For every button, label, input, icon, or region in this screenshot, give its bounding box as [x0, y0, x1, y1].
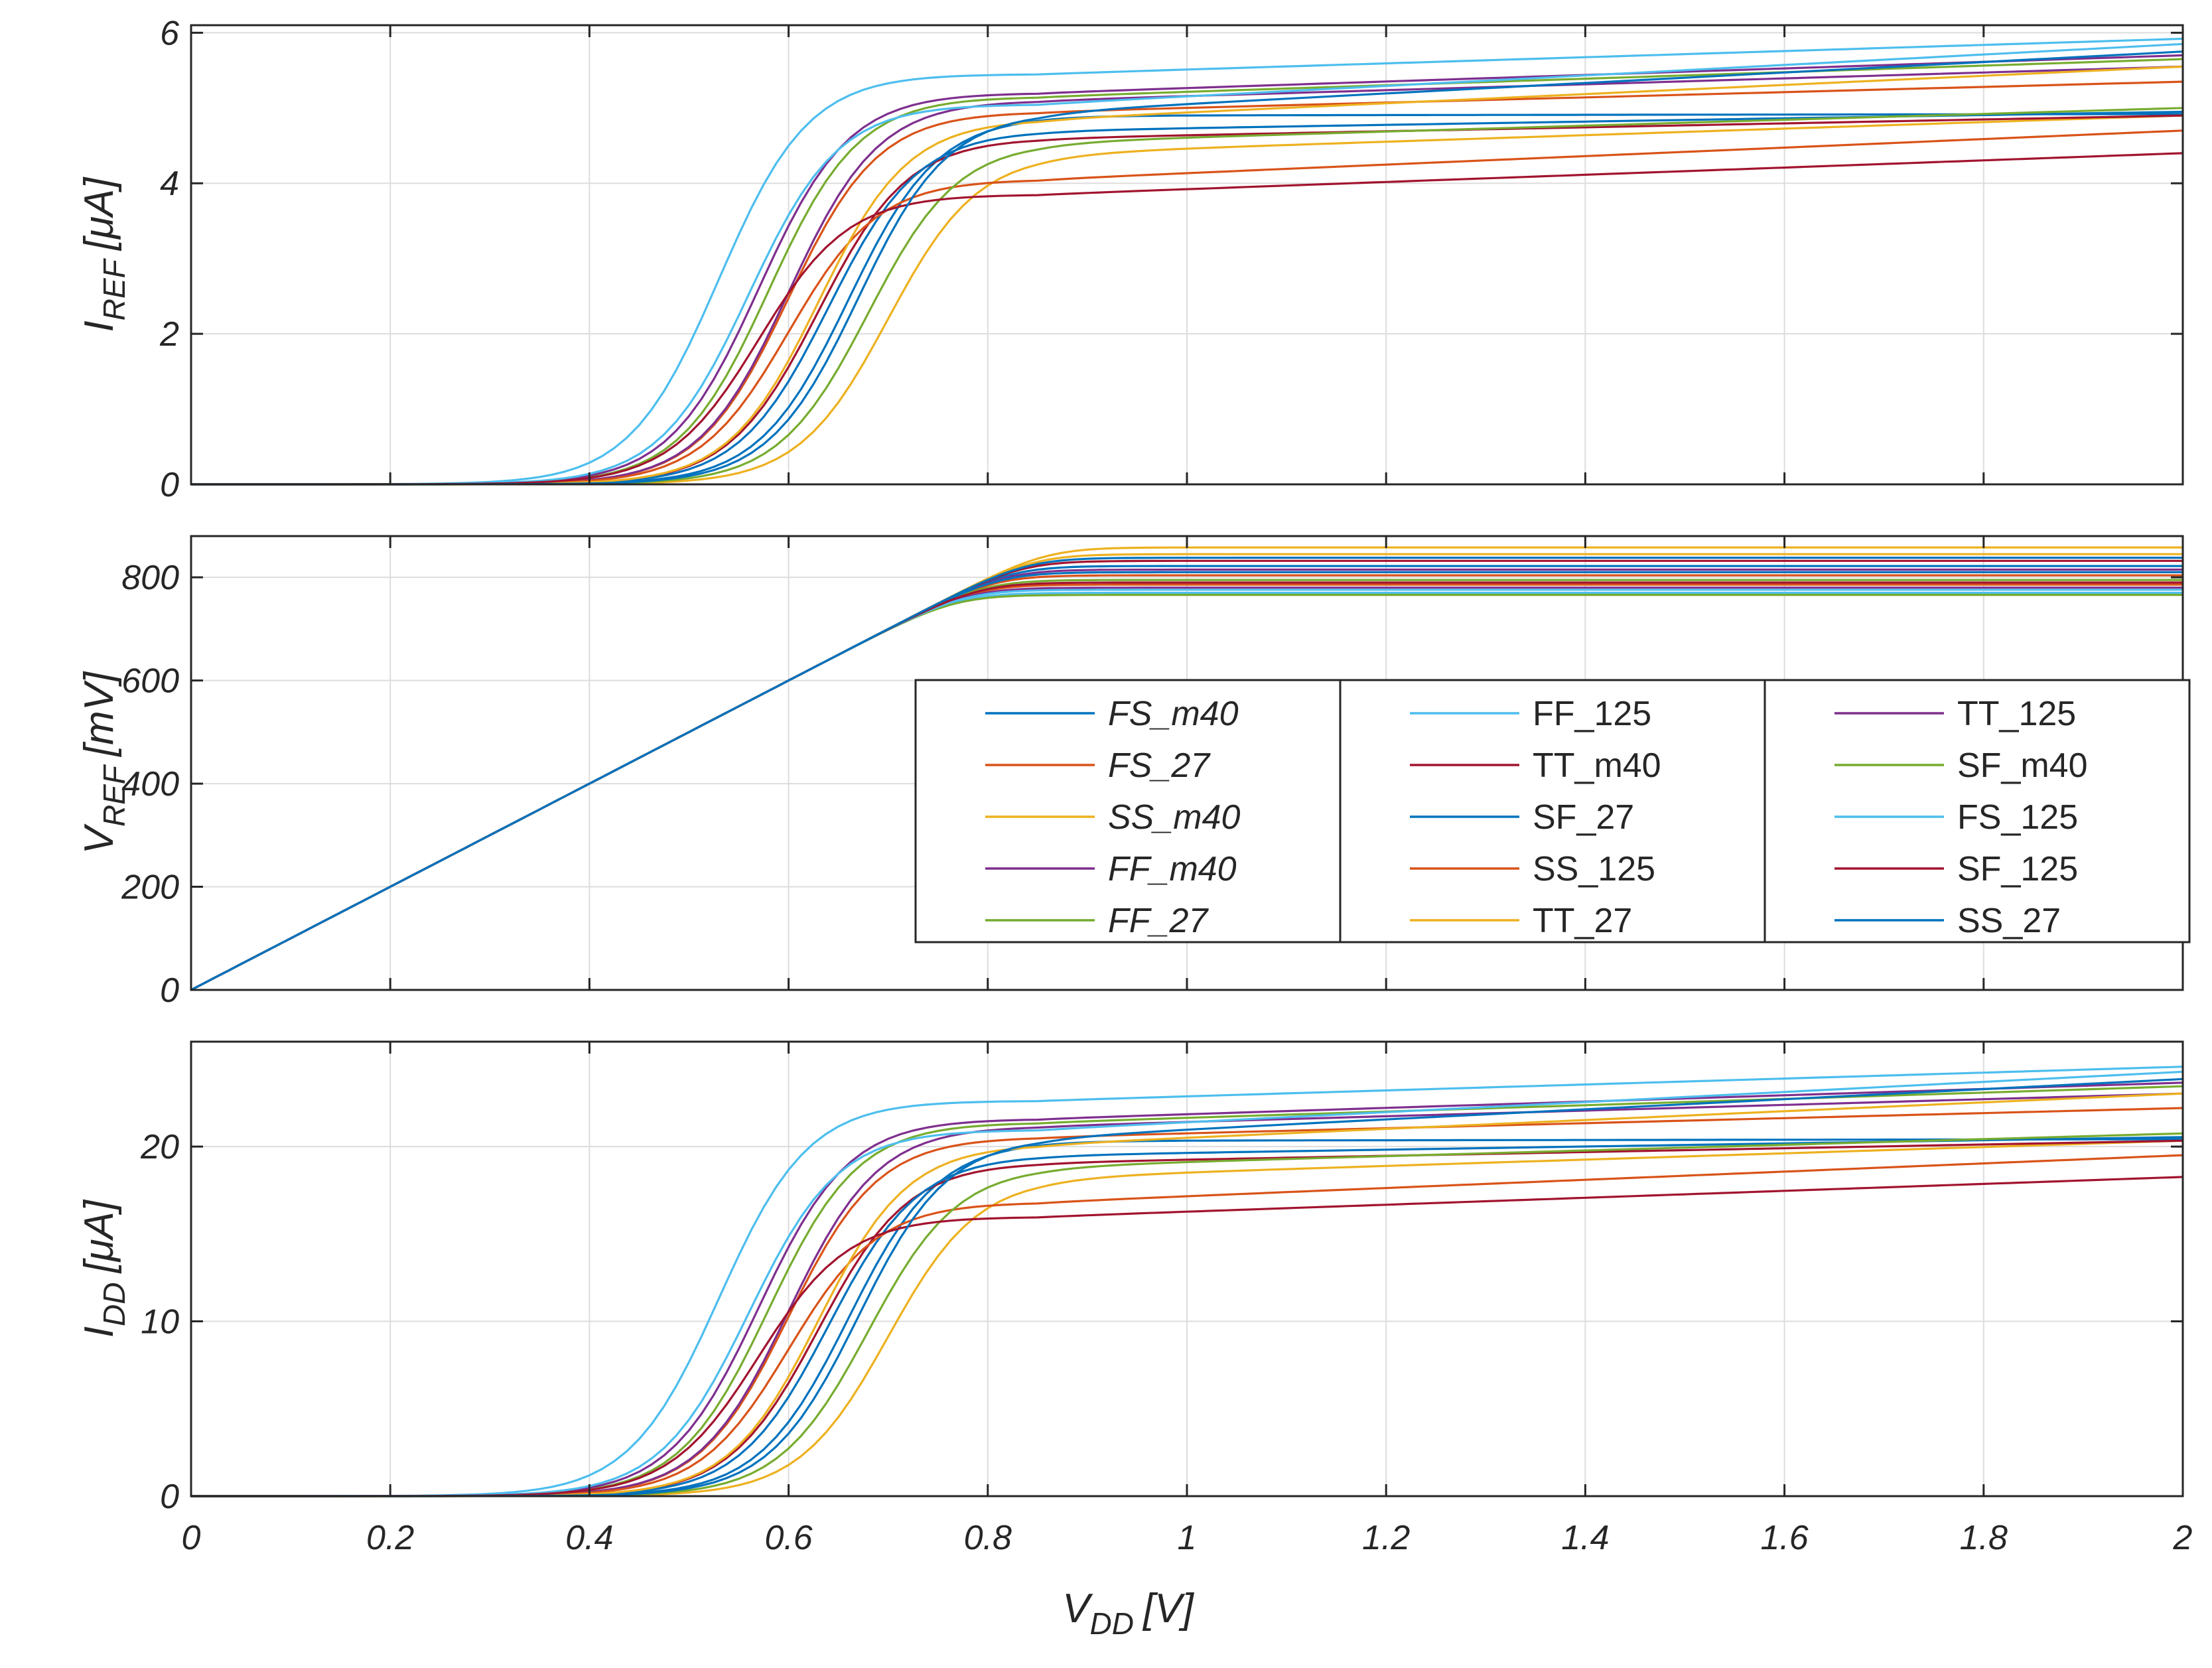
legend-label: TT_125 — [1957, 695, 2076, 733]
y-axis-label-sub: REF — [97, 257, 131, 320]
x-axis-label-main: V — [1062, 1586, 1093, 1632]
y-axis-label-iref: IREF [μA] — [76, 176, 131, 332]
x-tick-label: 1.6 — [1760, 1519, 1808, 1557]
x-axis-label-unit: [V] — [1142, 1586, 1195, 1632]
legend-label: SS_125 — [1533, 850, 1655, 888]
y-tick-label: 0 — [160, 971, 179, 1010]
y-axis-label-unit: [μA] — [76, 176, 122, 252]
x-tick-labels: 0 0.2 0.4 0.6 0.8 1 1.2 1.4 1.6 1.8 2 — [182, 1519, 2193, 1557]
y-axis-label-unit: [mV] — [76, 671, 122, 758]
y-axis-label-main: I — [76, 320, 122, 332]
y-tick-label: 0 — [160, 1478, 179, 1516]
tick-marks — [190, 1042, 2184, 1497]
x-tick-label: 0.2 — [366, 1519, 414, 1557]
legend-box — [914, 679, 2191, 943]
panel-iref: 0 2 4 6 IREF [μA] — [76, 14, 2184, 504]
x-tick-label: 0.4 — [565, 1519, 613, 1557]
x-tick-label: 1.2 — [1362, 1519, 1410, 1557]
y-axis-label-main: I — [76, 1326, 122, 1338]
y-tick-label: 400 — [121, 765, 179, 803]
series-line-sf-125 — [191, 1176, 2183, 1497]
legend-label: FS_m40 — [1108, 695, 1239, 733]
panel-idd: 0 10 20 IDD [μA] — [76, 1040, 2184, 1516]
legend-label: SS_27 — [1957, 902, 2061, 940]
tick-marks — [190, 536, 2184, 991]
series-line-ff-125 — [191, 1066, 2183, 1497]
x-tick-label: 0.6 — [764, 1519, 812, 1557]
y-tick-label: 2 — [159, 315, 179, 354]
x-tick-label: 1.4 — [1561, 1519, 1609, 1557]
x-tick-label: 1 — [1178, 1519, 1197, 1557]
x-tick-label: 1.8 — [1960, 1519, 2008, 1557]
legend-label: SF_125 — [1957, 850, 2078, 888]
y-axis-label-sub: REF — [97, 764, 131, 827]
y-tick-label: 600 — [121, 662, 179, 701]
y-axis-label-unit: [μA] — [76, 1199, 122, 1275]
y-tick-label: 800 — [121, 559, 179, 597]
series-group — [190, 546, 2183, 991]
legend: FS_m40 FS_27 SS_m40 FF_m40 FF_27 FF_125 TT_m40… — [914, 679, 2191, 943]
x-tick-label: 0.8 — [964, 1519, 1012, 1557]
panel-vref: 0 200 400 600 800 VREF [mV] — [76, 535, 2184, 1010]
y-tick-label: 20 — [140, 1128, 179, 1166]
legend-label: FF_125 — [1533, 695, 1651, 733]
tick-marks — [190, 25, 2184, 486]
svg-text:VDD[V]: VDD [V] — [1062, 1586, 1194, 1641]
grid — [191, 1042, 2183, 1496]
y-tick-label: 0 — [160, 466, 179, 504]
legend-label: FS_27 — [1108, 746, 1211, 785]
legend-label: TT_27 — [1533, 902, 1632, 940]
x-axis-label-sub: DD — [1090, 1606, 1134, 1641]
legend-label: FF_m40 — [1108, 850, 1237, 888]
y-tick-label: 200 — [121, 869, 179, 907]
y-axis-label-main: V — [76, 823, 122, 854]
series-line-ss-27 — [190, 556, 2183, 991]
y-axis-label-vref: VREF [mV] — [76, 671, 131, 855]
y-tick-label: 6 — [160, 14, 179, 52]
y-axis-label-idd: IDD [μA] — [76, 1199, 131, 1338]
x-tick-label: 2 — [2173, 1519, 2193, 1557]
grid — [191, 25, 2183, 484]
legend-label: SF_m40 — [1957, 746, 2088, 785]
y-tick-label: 4 — [160, 165, 179, 203]
legend-label: SF_27 — [1533, 798, 1634, 837]
legend-label: TT_m40 — [1533, 746, 1661, 785]
legend-label: SS_m40 — [1108, 798, 1241, 837]
legend-label: FF_27 — [1108, 902, 1209, 940]
y-tick-label: 10 — [141, 1303, 179, 1342]
y-axis-label-sub: DD — [97, 1283, 131, 1326]
x-axis-label: VDD [V] — [1062, 1586, 1194, 1641]
legend-label: FS_125 — [1957, 798, 2078, 837]
x-tick-label: 0 — [182, 1519, 201, 1557]
series-line-ff-125 — [191, 37, 2183, 486]
series-line-sf-125 — [191, 152, 2183, 486]
